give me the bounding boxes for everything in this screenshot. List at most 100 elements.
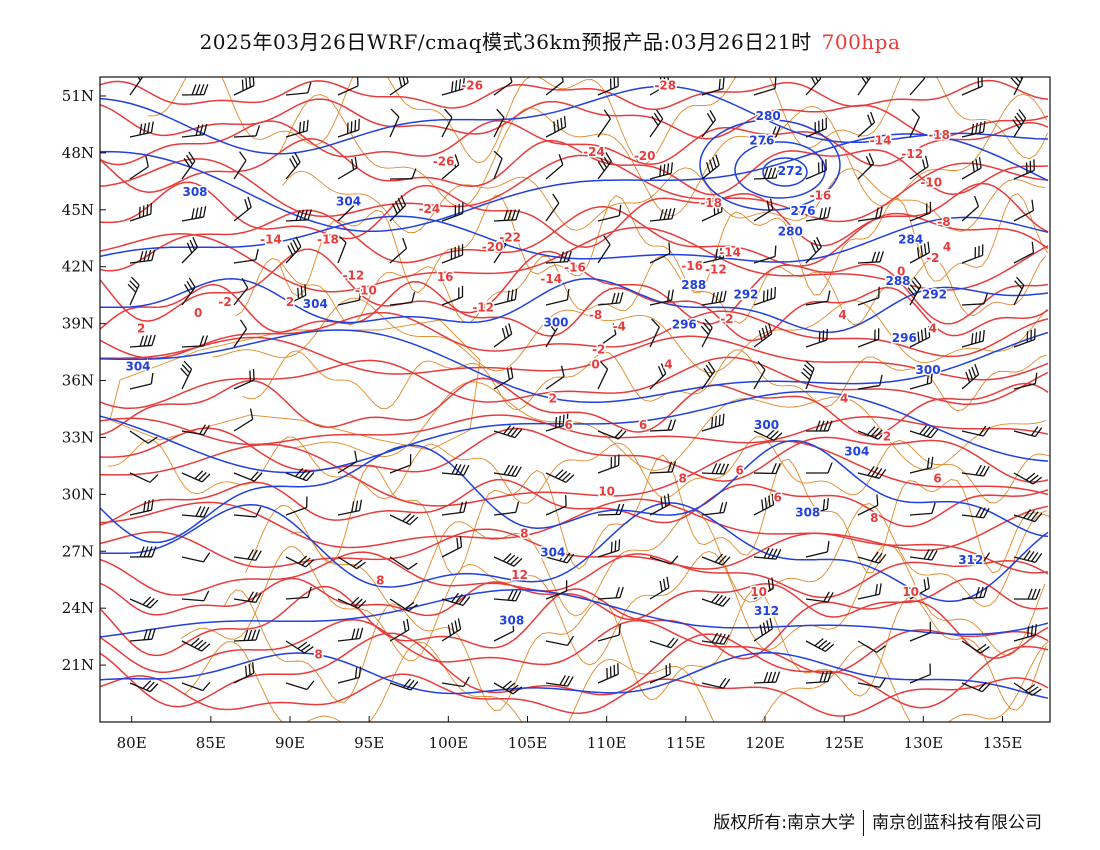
temperature-label: 8 [678, 471, 686, 485]
wind-barb [909, 108, 921, 138]
wind-barb [181, 123, 208, 138]
lat-tick-label: 21N [62, 656, 94, 674]
lon-tick-label: 90E [275, 734, 305, 752]
wind-barb [181, 206, 207, 222]
wind-barb [701, 109, 717, 138]
wind-barb [545, 365, 565, 390]
wind-barb [801, 360, 815, 390]
wind-barb [441, 286, 464, 306]
wind-barb [753, 493, 775, 516]
wind-barb [441, 78, 465, 96]
wind-barb [961, 640, 990, 654]
wind-barb [285, 467, 315, 482]
wind-barb [233, 506, 262, 518]
wind-barb [233, 277, 249, 306]
wind-barb [753, 671, 781, 684]
geographic-border [282, 167, 1045, 234]
copyright-company: 南京创蓝科技有限公司 [872, 813, 1042, 833]
wind-barb [129, 546, 157, 558]
wind-barb [1013, 372, 1038, 390]
wind-barb [961, 157, 982, 180]
wind-barb [857, 153, 875, 180]
wind-barb [545, 580, 568, 600]
wind-barb [805, 236, 822, 264]
temperature-label: -26 [433, 154, 455, 168]
wind-barb [181, 335, 209, 348]
height-label: 308 [499, 614, 524, 628]
wind-barb [649, 576, 670, 600]
wind-barb [129, 249, 156, 264]
wind-barb [545, 551, 575, 564]
wind-barb [961, 506, 990, 519]
wind-barb [857, 328, 880, 348]
wind-barb [649, 663, 671, 684]
wind-barb [493, 553, 523, 567]
lon-tick-label: 100E [429, 734, 469, 752]
wind-barb [1013, 276, 1025, 306]
wind-barb [181, 590, 210, 602]
wind-barb [701, 632, 730, 645]
height-label: 284 [898, 232, 923, 246]
wind-barb [857, 286, 880, 306]
temperature-label: -2 [720, 312, 733, 326]
temperature-contour [100, 440, 1049, 507]
wind-barb [701, 200, 723, 222]
wind-barb [389, 108, 400, 138]
wind-barb [1013, 159, 1035, 180]
temperature-label: -18 [928, 128, 950, 142]
wind-barb [441, 202, 464, 222]
wind-barb [701, 553, 731, 566]
wind-barb [805, 117, 827, 138]
wind-barb [753, 618, 774, 642]
wind-barb [181, 84, 209, 96]
wind-barb [805, 462, 833, 474]
temperature-label: -2 [592, 342, 605, 356]
wind-barb [701, 593, 731, 607]
wind-barb [181, 424, 210, 436]
wind-barb [129, 596, 159, 609]
temperature-label: -14 [870, 134, 892, 148]
height-label: 300 [754, 418, 779, 432]
temperature-contours [100, 79, 1049, 717]
temperature-label: 4 [943, 240, 951, 254]
wind-barb [545, 319, 558, 348]
temperature-label: 6 [933, 471, 941, 485]
wind-barb [1013, 472, 1043, 485]
wind-barb [337, 450, 358, 474]
wind-barb [961, 293, 989, 306]
wind-barb [857, 583, 882, 600]
wind-barb [857, 494, 879, 516]
wind-barb [389, 618, 410, 642]
wind-barb [389, 513, 419, 526]
temperature-label: 12 [511, 568, 528, 582]
wind-barb [233, 471, 263, 482]
temperature-label: 6 [639, 418, 647, 432]
wind-barb [441, 618, 462, 642]
footer-divider [863, 810, 864, 836]
lon-tick-label: 120E [745, 734, 785, 752]
wind-barb [285, 284, 307, 306]
temperature-contour [100, 206, 1049, 272]
height-contour [100, 652, 1049, 699]
lat-tick-label: 24N [62, 599, 94, 617]
wind-barb [389, 237, 408, 264]
temperature-label: -20 [634, 149, 656, 163]
wind-barb [1013, 241, 1035, 264]
height-contour [100, 85, 1049, 155]
temperature-label: -12 [901, 147, 923, 161]
wind-barb [649, 289, 674, 306]
wind-barb [597, 77, 619, 96]
height-contour [100, 439, 1049, 544]
temperature-contour [100, 154, 1049, 223]
temperature-label: -10 [355, 283, 377, 297]
wind-barb [493, 288, 518, 306]
temperature-labels: -26 -28-26-24 -20-24-22-20-18-14-12-10-16-… [135, 77, 952, 663]
wind-barb [1013, 199, 1035, 222]
temperature-label: -16 [681, 259, 703, 273]
wind-barb [805, 591, 834, 603]
wind-barb [285, 496, 308, 516]
wind-barb [961, 195, 980, 222]
temperature-label: 4 [838, 308, 846, 322]
wind-barb [127, 276, 140, 306]
wind-barb [233, 549, 262, 561]
